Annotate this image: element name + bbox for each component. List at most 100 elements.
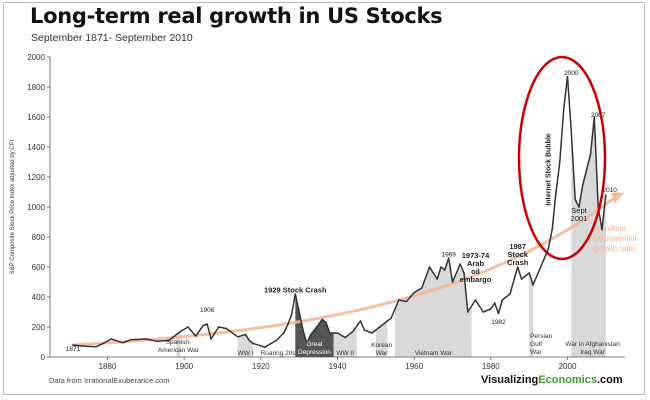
- data-point: [482, 311, 485, 313]
- data-point: [110, 338, 113, 340]
- shaded-period: [529, 273, 533, 357]
- data-point: [578, 206, 580, 208]
- shaded-period: [395, 262, 472, 357]
- data-point: [428, 266, 431, 268]
- y-tick-label: 1800: [27, 83, 45, 92]
- data-point: [562, 108, 565, 111]
- data-point: [321, 318, 324, 321]
- data-point: [260, 345, 262, 347]
- chart-annotation: 1982: [491, 319, 506, 326]
- data-point: [593, 116, 596, 118]
- annotations-group: 1871 1906 1929 Stock Crash 1969 1973-74 Arab o…: [66, 70, 618, 353]
- trendline-group: Trendline (exponential growth rate): [71, 192, 637, 347]
- chart-annotation: 2007: [591, 112, 606, 119]
- data-point: [225, 327, 228, 330]
- x-tick-label: 2000: [559, 362, 577, 371]
- trendline: [71, 197, 615, 347]
- data-point: [252, 342, 254, 345]
- data-point: [156, 340, 159, 343]
- data-point: [413, 291, 416, 294]
- data-point: [574, 198, 576, 201]
- chart-annotation: Sept 2001: [571, 206, 588, 223]
- data-point: [217, 326, 220, 328]
- shaded-period: [295, 294, 334, 357]
- data-point: [102, 342, 105, 345]
- y-tick-label: 800: [32, 233, 46, 242]
- period-label: Roaring 20s: [261, 350, 297, 357]
- data-point: [359, 320, 362, 322]
- data-point: [605, 194, 607, 196]
- data-point: [509, 293, 511, 295]
- data-point: [451, 281, 454, 283]
- data-source-note: Data from IrrationalExuberance.com: [49, 376, 170, 385]
- data-point: [248, 339, 251, 342]
- x-tick-label: 1880: [99, 362, 117, 371]
- data-point: [463, 272, 465, 274]
- data-point: [283, 332, 285, 334]
- data-point: [206, 323, 208, 325]
- period-label: WW I: [238, 350, 254, 357]
- data-point: [202, 324, 205, 327]
- data-point: [436, 278, 439, 280]
- data-point: [444, 269, 446, 271]
- data-point: [405, 300, 408, 303]
- y-tick-label: 1600: [27, 113, 45, 122]
- data-point: [363, 329, 366, 331]
- data-point: [298, 311, 301, 313]
- data-point: [83, 345, 86, 348]
- data-point: [566, 75, 569, 78]
- chart-annotation: 2010: [602, 187, 617, 194]
- data-point: [286, 324, 289, 326]
- shaded-periods: [176, 117, 606, 357]
- brand-part-2: Economics: [538, 374, 597, 386]
- data-point: [570, 131, 573, 133]
- data-point: [539, 266, 542, 268]
- period-label: Spanish-American War: [158, 339, 200, 354]
- brand-logo: VisualizingEconomics.com: [481, 374, 623, 386]
- series-line: [72, 75, 607, 349]
- data-point: [352, 330, 354, 333]
- x-tick-label: 1940: [329, 362, 347, 371]
- data-point: [237, 336, 239, 338]
- data-point: [72, 344, 74, 346]
- period-label: Vietnam War: [415, 350, 453, 357]
- y-tick-label: 400: [32, 293, 46, 302]
- data-point: [589, 153, 592, 156]
- data-point: [194, 335, 197, 337]
- data-point: [275, 339, 278, 342]
- data-point: [378, 326, 381, 328]
- data-point: [551, 228, 553, 231]
- series-line-group: [72, 75, 607, 349]
- chart-annotation: 1906: [200, 307, 215, 314]
- data-point: [371, 332, 373, 334]
- x-tick-label: 1980: [482, 362, 500, 371]
- data-point: [244, 333, 247, 336]
- data-point: [447, 257, 450, 259]
- chart-annotation: 1973-74 Arab oil embargo: [460, 251, 492, 284]
- data-point: [474, 299, 477, 301]
- y-tick-label: 1400: [27, 143, 45, 152]
- data-point: [398, 299, 400, 301]
- data-point: [168, 339, 170, 342]
- data-point: [467, 311, 469, 313]
- shaded-period: [237, 334, 254, 357]
- data-point: [493, 302, 496, 304]
- data-point: [421, 287, 423, 289]
- period-label: Korean War: [371, 342, 392, 357]
- data-point: [501, 299, 504, 301]
- trendline-label: Trendline (exponential growth rate): [593, 224, 637, 253]
- period-label: War in Afghanistan Iraq War: [565, 341, 620, 356]
- data-point: [459, 263, 462, 265]
- y-tick-label: 1200: [27, 173, 45, 182]
- data-point: [344, 336, 347, 339]
- data-point: [263, 346, 266, 349]
- data-point: [290, 314, 293, 316]
- data-point: [313, 329, 316, 331]
- highlight-oval: [517, 55, 607, 261]
- brand-part-3: .com: [596, 374, 623, 386]
- y-tick-label: 0: [41, 353, 46, 362]
- data-point: [497, 312, 500, 315]
- chart-annotation: 1987 Stock Crash: [507, 242, 529, 267]
- y-tick-label: 200: [32, 323, 46, 332]
